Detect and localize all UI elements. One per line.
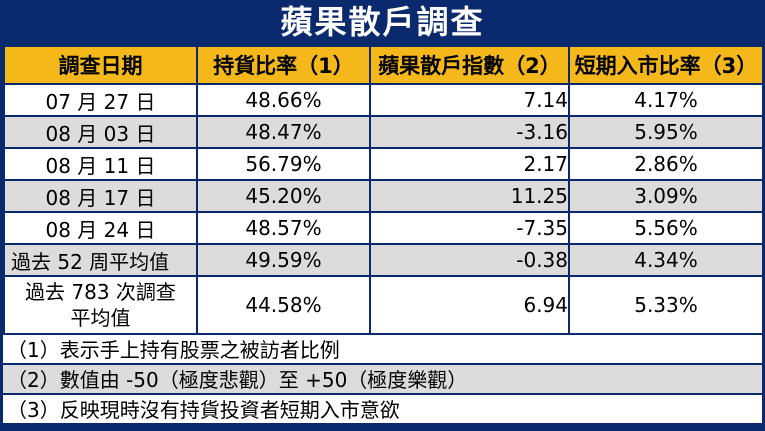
cell-retail-index: -7.35 bbox=[369, 211, 570, 245]
footnote: （2）數值由 -50（極度悲觀）至 +50（極度樂觀） bbox=[3, 365, 762, 395]
cell-short-term-ratio: 5.56% bbox=[568, 211, 764, 245]
table-row: 08 月 24 日 48.57% -7.35 5.56% bbox=[3, 211, 764, 245]
cell-hold-ratio: 45.20% bbox=[196, 179, 371, 213]
cell-hold-ratio: 44.58% bbox=[196, 275, 371, 335]
cell-hold-ratio: 48.57% bbox=[196, 211, 371, 245]
cell-date: 08 月 17 日 bbox=[3, 179, 198, 213]
cell-date: 過去 783 次調查 平均值 bbox=[3, 275, 198, 335]
cell-date: 07 月 27 日 bbox=[3, 83, 198, 117]
cell-date: 08 月 03 日 bbox=[3, 115, 198, 149]
column-header-date: 調查日期 bbox=[3, 45, 198, 85]
cell-hold-ratio: 49.59% bbox=[196, 243, 371, 277]
column-header-short-term-ratio: 短期入市比率（3） bbox=[568, 45, 764, 85]
table-row: 08 月 11 日 56.79% 2.17 2.86% bbox=[3, 147, 764, 181]
cell-hold-ratio: 48.66% bbox=[196, 83, 371, 117]
cell-date: 08 月 11 日 bbox=[3, 147, 198, 181]
cell-short-term-ratio: 5.95% bbox=[568, 115, 764, 149]
cell-retail-index: 11.25 bbox=[369, 179, 570, 213]
cell-retail-index: 2.17 bbox=[369, 147, 570, 181]
cell-date: 過去 52 周平均值 bbox=[3, 243, 198, 277]
cell-short-term-ratio: 4.34% bbox=[568, 243, 764, 277]
column-header-retail-index: 蘋果散戶指數（2） bbox=[369, 45, 570, 85]
table-row: 08 月 03 日 48.47% -3.16 5.95% bbox=[3, 115, 764, 149]
table-row: 過去 52 周平均值 49.59% -0.38 4.34% bbox=[3, 243, 764, 277]
cell-short-term-ratio: 5.33% bbox=[568, 275, 764, 335]
cell-retail-index: -0.38 bbox=[369, 243, 570, 277]
table-row: 過去 783 次調查 平均值 44.58% 6.94 5.33% bbox=[3, 275, 764, 335]
table-row: 07 月 27 日 48.66% 7.14 4.17% bbox=[3, 83, 764, 117]
footnote: （1）表示手上持有股票之被訪者比例 bbox=[3, 335, 762, 365]
cell-short-term-ratio: 3.09% bbox=[568, 179, 764, 213]
footnote: （3）反映現時沒有持貨投資者短期入市意欲 bbox=[3, 395, 762, 425]
cell-date: 08 月 24 日 bbox=[3, 211, 198, 245]
survey-table: 調查日期 持貨比率（1） 蘋果散戶指數（2） 短期入市比率（3） 07 月 27… bbox=[3, 45, 764, 335]
cell-hold-ratio: 48.47% bbox=[196, 115, 371, 149]
cell-hold-ratio: 56.79% bbox=[196, 147, 371, 181]
cell-short-term-ratio: 2.86% bbox=[568, 147, 764, 181]
page-title: 蘋果散戶調查 bbox=[280, 3, 485, 41]
table-row: 08 月 17 日 45.20% 11.25 3.09% bbox=[3, 179, 764, 213]
cell-retail-index: -3.16 bbox=[369, 115, 570, 149]
cell-date-line-2: 平均值 bbox=[70, 306, 131, 330]
cell-retail-index: 7.14 bbox=[369, 83, 570, 117]
footnotes: （1）表示手上持有股票之被訪者比例 （2）數值由 -50（極度悲觀）至 +50（… bbox=[3, 335, 762, 425]
cell-short-term-ratio: 4.17% bbox=[568, 83, 764, 117]
cell-date-line-1: 過去 783 次調查 bbox=[25, 280, 176, 304]
column-header-hold-ratio: 持貨比率（1） bbox=[196, 45, 371, 85]
table-header-row: 調查日期 持貨比率（1） 蘋果散戶指數（2） 短期入市比率（3） bbox=[3, 45, 764, 85]
cell-retail-index: 6.94 bbox=[369, 275, 570, 335]
